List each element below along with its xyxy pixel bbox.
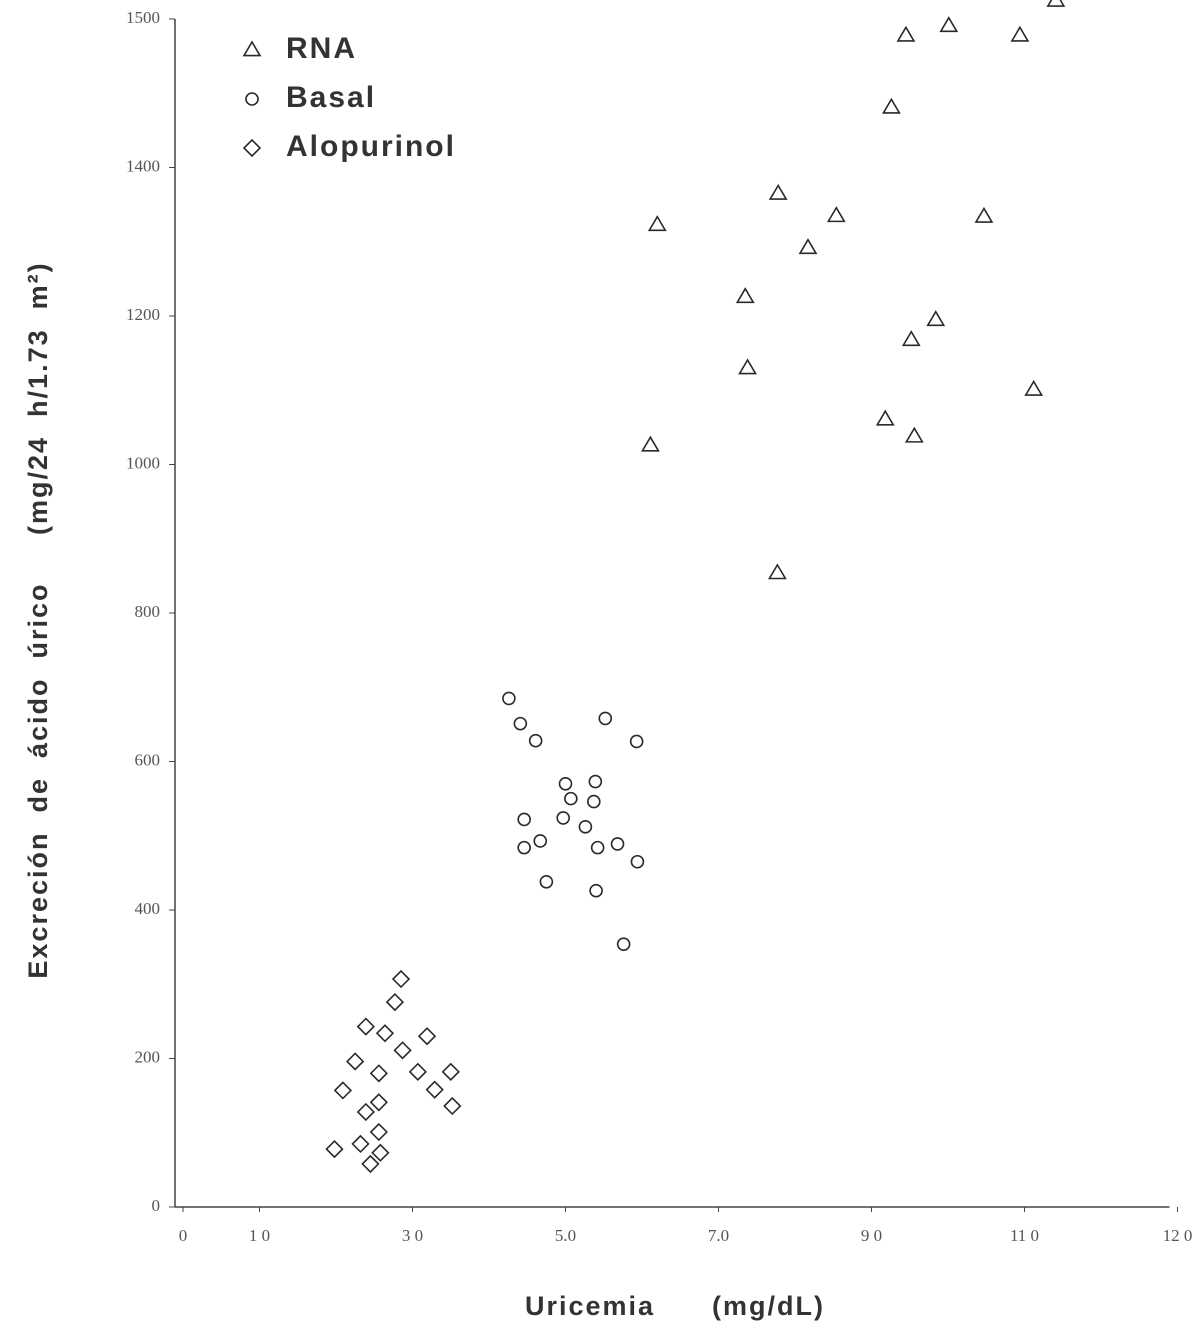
point xyxy=(1024,379,1044,396)
point xyxy=(408,1062,427,1081)
point xyxy=(356,1017,375,1036)
point xyxy=(391,969,411,989)
point xyxy=(768,183,788,200)
point xyxy=(558,776,573,791)
point xyxy=(974,206,994,223)
point xyxy=(528,733,543,748)
point xyxy=(588,774,603,789)
point xyxy=(345,1052,365,1071)
point xyxy=(901,330,921,347)
point xyxy=(798,238,818,255)
x-tick-label: 11 0 xyxy=(1010,1226,1039,1245)
point xyxy=(641,435,660,452)
x-tick-label: 1 0 xyxy=(249,1226,270,1245)
y-tick-label: 1200 xyxy=(126,305,160,324)
point xyxy=(590,840,605,855)
point xyxy=(441,1062,460,1081)
point xyxy=(629,734,644,749)
legend-marker xyxy=(242,138,262,158)
point xyxy=(425,1080,444,1099)
point xyxy=(598,711,613,726)
x-tick-label: 3 0 xyxy=(402,1226,423,1245)
legend-marker xyxy=(242,40,262,57)
point xyxy=(1010,25,1030,42)
point xyxy=(369,1093,388,1112)
point xyxy=(333,1081,353,1100)
point xyxy=(768,563,787,580)
point xyxy=(589,883,603,898)
point xyxy=(369,1064,388,1083)
x-axis-title: Uricemia (mg/dL) xyxy=(525,1291,825,1321)
point xyxy=(630,854,645,869)
y-tick-label: 1400 xyxy=(126,156,160,175)
x-tick-label: 12 0 xyxy=(1163,1226,1193,1245)
y-tick-label: 1000 xyxy=(126,453,160,472)
y-axis-title: Excreción de ácido úrico (mg/24 h/1.73 m… xyxy=(23,261,53,978)
y-tick-label: 1500 xyxy=(126,8,160,27)
legend-label: RNA xyxy=(286,32,357,65)
y-tick-label: 600 xyxy=(135,750,161,769)
x-tick-label: 9 0 xyxy=(861,1226,882,1245)
point xyxy=(517,812,531,827)
point xyxy=(356,1102,375,1122)
point xyxy=(738,358,757,375)
point xyxy=(369,1122,388,1142)
point xyxy=(533,834,548,848)
point xyxy=(826,206,846,223)
point xyxy=(616,937,631,951)
point xyxy=(875,409,895,426)
y-tick-label: 400 xyxy=(135,899,161,918)
legend-label: Basal xyxy=(286,81,376,114)
point xyxy=(578,820,593,834)
y-tick-label: 0 xyxy=(152,1196,161,1215)
x-tick-label: 0 xyxy=(179,1226,188,1245)
point xyxy=(371,1143,390,1162)
point xyxy=(939,16,959,33)
point xyxy=(351,1134,370,1154)
point xyxy=(361,1154,380,1174)
point xyxy=(393,1041,412,1060)
point xyxy=(502,691,516,706)
point xyxy=(587,794,601,809)
point xyxy=(517,840,531,855)
point xyxy=(443,1096,462,1116)
x-tick-label: 5.0 xyxy=(555,1226,576,1245)
x-tick-label: 7.0 xyxy=(708,1226,729,1245)
y-tick-label: 800 xyxy=(135,602,161,621)
point xyxy=(926,310,946,327)
point xyxy=(647,215,667,232)
point xyxy=(564,791,578,806)
point xyxy=(539,874,554,889)
point xyxy=(896,25,916,42)
point xyxy=(417,1027,437,1046)
point xyxy=(735,287,755,304)
y-tick-label: 200 xyxy=(135,1047,161,1066)
point xyxy=(556,811,571,825)
point xyxy=(513,716,528,731)
point xyxy=(385,992,405,1012)
point xyxy=(881,97,901,114)
point xyxy=(1046,0,1066,7)
point xyxy=(904,426,924,443)
point xyxy=(325,1139,344,1159)
point xyxy=(375,1024,395,1043)
legend-label: Alopurinol xyxy=(286,130,456,163)
point xyxy=(610,837,625,851)
legend-marker xyxy=(245,92,259,106)
